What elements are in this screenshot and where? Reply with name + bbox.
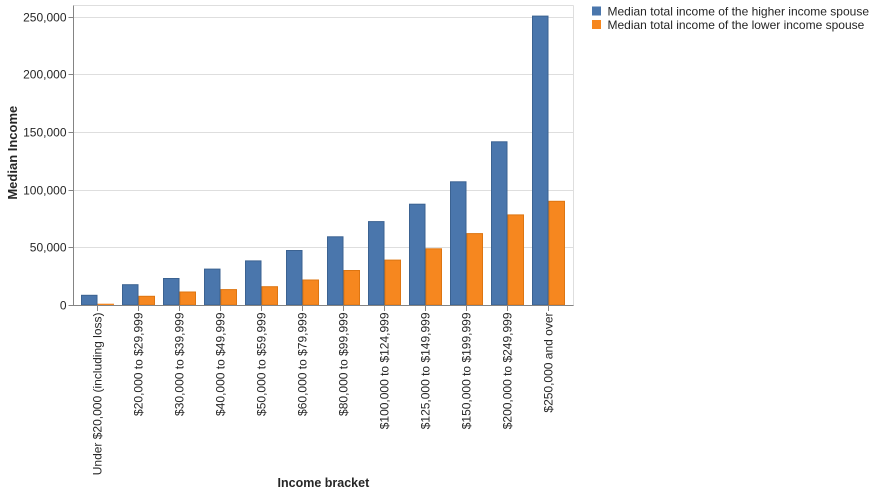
svg-text:150,000: 150,000 <box>23 125 67 139</box>
svg-text:Income bracket: Income bracket <box>278 476 371 490</box>
svg-text:$50,000 to $59,999: $50,000 to $59,999 <box>255 312 269 416</box>
svg-text:Under $20,000 (including loss): Under $20,000 (including loss) <box>91 313 105 476</box>
svg-text:$60,000 to $79,999: $60,000 to $79,999 <box>296 312 310 416</box>
svg-text:50,000: 50,000 <box>30 240 67 254</box>
svg-text:200,000: 200,000 <box>23 67 67 81</box>
svg-text:0: 0 <box>60 298 67 312</box>
svg-text:$250,000 and over: $250,000 and over <box>542 313 556 413</box>
svg-text:$80,000 to $99,999: $80,000 to $99,999 <box>337 312 351 416</box>
svg-text:$100,000 to $124,999: $100,000 to $124,999 <box>378 312 392 429</box>
svg-text:$125,000 to $149,999: $125,000 to $149,999 <box>419 312 433 429</box>
svg-text:$30,000 to $39,999: $30,000 to $39,999 <box>173 312 187 416</box>
svg-text:100,000: 100,000 <box>23 183 67 197</box>
svg-text:$20,000 to $29,999: $20,000 to $29,999 <box>132 312 146 416</box>
svg-text:250,000: 250,000 <box>23 10 67 24</box>
svg-text:$40,000 to $49,999: $40,000 to $49,999 <box>214 312 228 416</box>
svg-text:$150,000 to $199,999: $150,000 to $199,999 <box>460 312 474 429</box>
svg-text:Median Income: Median Income <box>5 106 20 200</box>
svg-text:Median total income of the hig: Median total income of the higher income… <box>608 4 870 18</box>
svg-text:$200,000 to $249,999: $200,000 to $249,999 <box>501 312 515 429</box>
svg-text:Median total income of the low: Median total income of the lower income … <box>608 18 865 32</box>
